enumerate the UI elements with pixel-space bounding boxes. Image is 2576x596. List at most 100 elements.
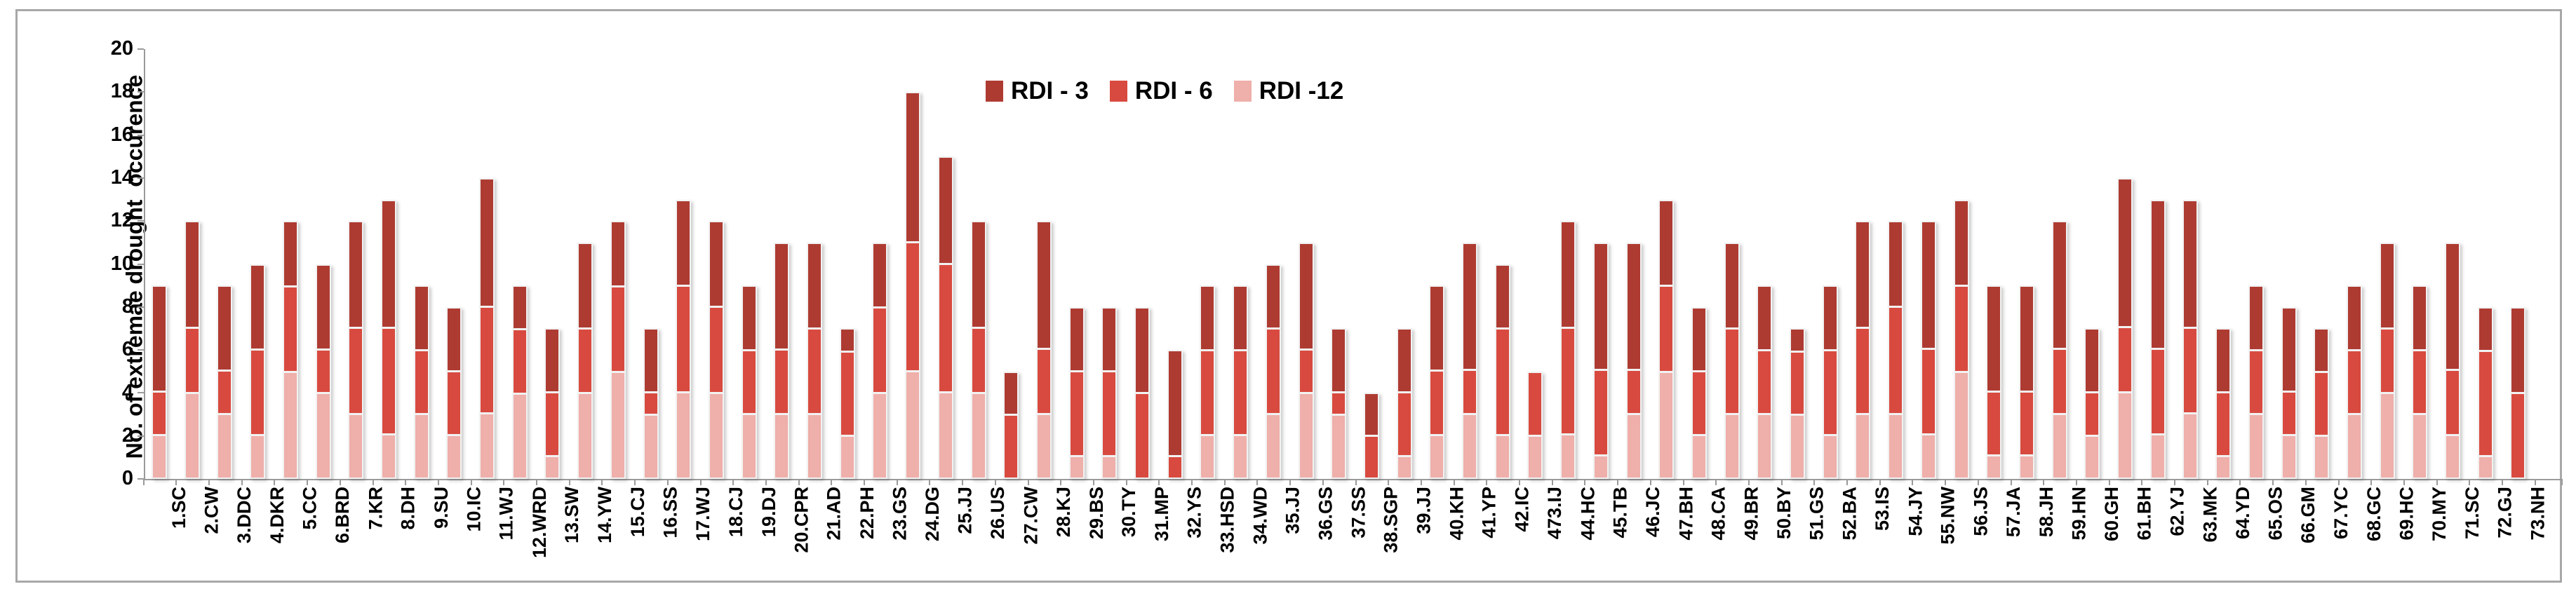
bar-segment-rdi-12-11.WJ (481, 412, 493, 478)
x-axis-label-17.WJ: 17.WJ (692, 487, 714, 542)
bar-60.GH (2084, 328, 2100, 479)
legend-label-rdi-12: RDI -12 (1259, 77, 1344, 104)
bar-segment-rdi-3-11.WJ (481, 179, 493, 306)
x-axis-label-40.KH: 40.KH (1446, 487, 1468, 541)
x-axis-tick (2174, 479, 2176, 485)
bar-10.IC (446, 306, 462, 479)
bar-segment-rdi-3-50.BY (1758, 287, 1771, 349)
bar-52.BA (1822, 285, 1838, 479)
x-axis-label-16.SS: 16.SS (659, 487, 681, 539)
bar-segment-rdi-12-64.YD (2217, 454, 2230, 478)
y-axis-tick (137, 91, 144, 93)
bar-segment-rdi-3-38.SGP (1364, 394, 1378, 435)
bar-segment-rdi-12-37.SS (1332, 414, 1346, 478)
bar-segment-rdi-12-70.MY (2413, 413, 2427, 478)
x-axis-tick (929, 479, 931, 485)
x-axis-tick (1125, 479, 1127, 485)
bar-segment-rdi-12-51.GS (1791, 414, 1804, 478)
bar-segment-rdi-3-3.DDC (218, 287, 232, 370)
x-axis-label-4.DKR: 4.DKR (267, 487, 288, 544)
x-axis-tick (2534, 479, 2536, 485)
x-axis-label-71.SC: 71.SC (2462, 487, 2483, 540)
x-axis-tick (896, 479, 898, 485)
bar-segment-rdi-3-8.DH (382, 201, 395, 327)
x-axis-label-6.BRD: 6.BRD (332, 487, 354, 544)
bar-2.CW (184, 221, 200, 479)
x-axis-tick (1388, 479, 1390, 485)
x-axis-tick (175, 479, 177, 485)
bar-segment-rdi-6-23.GS (873, 306, 887, 393)
bar-segment-rdi-6-72.GJ (2478, 349, 2492, 455)
x-axis-label-45.TB: 45.TB (1609, 487, 1631, 539)
bar-segment-rdi-12-473.IJ (1529, 434, 1542, 478)
bar-72.GJ (2477, 306, 2493, 479)
chart-frame (15, 9, 2562, 583)
bar-segment-rdi-12-53.IS (1856, 412, 1870, 478)
bar-segment-rdi-3-69.HC (2380, 243, 2394, 327)
y-axis-tick-label: 6 (121, 338, 133, 361)
bar-segment-rdi-6-6.BRD (316, 348, 330, 393)
x-axis-label-18.CJ: 18.CJ (725, 487, 746, 538)
bar-segment-rdi-12-50.BY (1758, 413, 1771, 478)
x-axis-tick (1747, 479, 1750, 485)
bar-segment-rdi-6-40.KH (1430, 370, 1444, 434)
bar-segment-rdi-3-68.GC (2347, 287, 2361, 349)
x-axis-tick (568, 479, 570, 485)
y-axis-tick-label: 18 (110, 80, 133, 103)
legend-item-rdi-3: RDI - 3 (986, 77, 1089, 105)
bar-47.BH (1658, 199, 1675, 479)
legend-swatch-rdi-3 (986, 81, 1003, 102)
x-axis-tick (2043, 479, 2045, 485)
bar-segment-rdi-3-4.DKR (251, 265, 264, 349)
bar-segment-rdi-3-66.GM (2282, 308, 2295, 391)
x-axis-label-59.HN: 59.HN (2068, 487, 2090, 541)
bar-segment-rdi-12-2.CW (185, 391, 199, 478)
bar-segment-rdi-3-59.HN (2053, 222, 2066, 348)
bar-segment-rdi-6-46.JC (1627, 369, 1640, 413)
bar-segment-rdi-6-33.HSD (1201, 348, 1214, 434)
bar-segment-rdi-12-28.KJ (1037, 412, 1050, 478)
x-axis-label-60.GH: 60.GH (2101, 487, 2123, 542)
x-axis-label-5.CC: 5.CC (299, 487, 321, 530)
bar-segment-rdi-12-21.AD (808, 412, 821, 478)
bar-segment-rdi-3-64.YD (2217, 330, 2230, 392)
x-axis-tick (831, 479, 833, 485)
bar-segment-rdi-6-17.WJ (677, 285, 690, 392)
bar-segment-rdi-6-62.YJ (2151, 347, 2164, 434)
bar-segment-rdi-3-49.BR (1725, 243, 1738, 327)
x-axis-tick (1780, 479, 1783, 485)
x-axis-label-73.NH: 73.NH (2527, 487, 2549, 541)
x-axis-tick (1912, 479, 1914, 485)
y-axis-tick (137, 263, 144, 265)
x-axis-tick (470, 479, 472, 485)
bar-segment-rdi-3-70.MY (2413, 287, 2427, 349)
bar-51.GS (1790, 328, 1805, 479)
bar-segment-rdi-3-46.JC (1627, 243, 1640, 370)
x-axis-tick (2239, 479, 2241, 485)
bar-segment-rdi-6-5.CC (283, 285, 297, 371)
bar-segment-rdi-3-29.BS (1070, 308, 1083, 370)
bar-segment-rdi-3-28.KJ (1037, 222, 1050, 348)
x-axis-label-473.IJ: 473.IJ (1544, 487, 1566, 540)
bar-segment-rdi-3-61.BH (2119, 179, 2131, 327)
x-axis-tick (1092, 479, 1094, 485)
bar-segment-rdi-12-68.GC (2347, 413, 2361, 478)
bar-segment-rdi-6-13.SW (546, 391, 559, 455)
x-axis-label-1.SC: 1.SC (168, 487, 189, 529)
y-axis-tick (137, 177, 144, 179)
bar-segment-rdi-3-47.BH (1660, 201, 1673, 285)
bar-segment-rdi-6-15.CJ (611, 285, 624, 371)
bar-segment-rdi-3-62.YJ (2151, 201, 2164, 348)
bar-segment-rdi-3-34.WD (1234, 287, 1247, 349)
bar-61.BH (2117, 177, 2133, 479)
bar-segment-rdi-12-12.WRD (513, 392, 526, 478)
bar-56.JS (1953, 199, 1969, 479)
bar-64.YD (2215, 328, 2232, 479)
bar-segment-rdi-6-41.YP (1463, 369, 1476, 413)
bar-segment-rdi-12-19.DJ (742, 413, 756, 478)
x-axis-label-49.BR: 49.BR (1740, 487, 1762, 541)
x-axis-label-58.JH: 58.JH (2035, 487, 2057, 538)
bar-segment-rdi-6-38.SGP (1364, 435, 1378, 478)
bar-71.SC (2445, 242, 2460, 479)
